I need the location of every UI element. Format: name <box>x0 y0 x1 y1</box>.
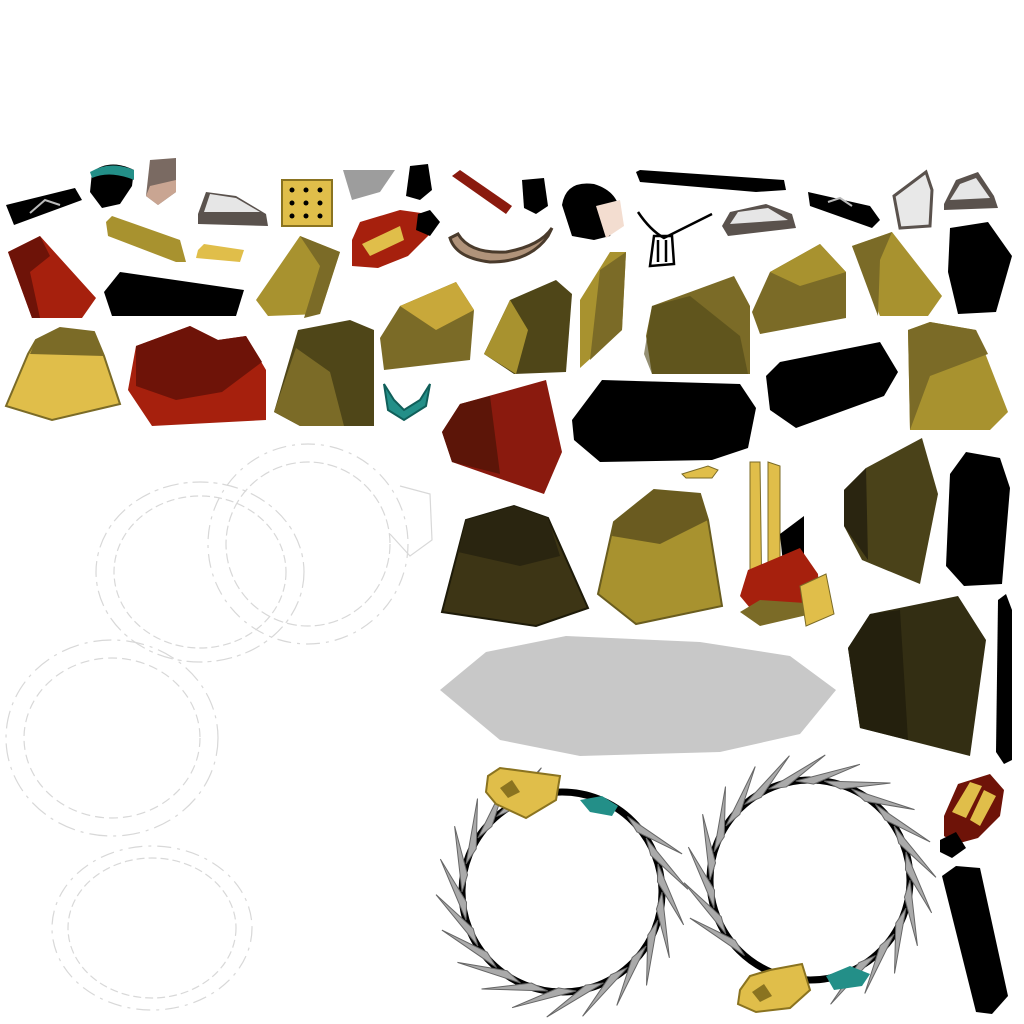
thorn-spike <box>439 858 468 921</box>
thorn-spike <box>875 804 931 843</box>
thorn-spike <box>894 907 907 974</box>
thorn-spike <box>768 754 826 790</box>
thorn-spike <box>441 929 497 968</box>
red-blade-shard <box>452 170 512 214</box>
red-slab <box>442 380 562 494</box>
olive-block <box>256 236 340 318</box>
thorn-spike <box>795 763 861 785</box>
black-gem <box>406 164 432 200</box>
thorn-spike <box>725 766 756 827</box>
bronze-mound <box>440 504 590 628</box>
thorn-spike <box>687 846 716 909</box>
sword-hilt-dark <box>6 188 82 225</box>
sandal-2 <box>722 204 796 236</box>
gold-totem <box>740 461 835 627</box>
thorn-spike <box>582 967 628 1017</box>
thorn-spike <box>656 863 685 926</box>
olive-block-2 <box>380 282 474 370</box>
thorn-spike <box>457 961 521 984</box>
thorn-ring-right <box>683 754 937 1014</box>
thorn-spike <box>546 982 604 1018</box>
olive-block-3 <box>484 280 572 374</box>
olive-block-4 <box>644 276 750 374</box>
sword-hilt-2 <box>808 192 880 228</box>
olive-sliver <box>580 252 626 368</box>
white-sock <box>892 169 934 230</box>
thorn-spike <box>645 837 689 890</box>
thorn-spike <box>627 816 683 855</box>
tied-rope <box>636 211 713 268</box>
thorn-spike <box>616 945 647 1006</box>
thorn-spike <box>689 917 745 956</box>
teal-hood <box>90 164 134 208</box>
black-bead <box>522 178 548 214</box>
black-cap <box>948 222 1012 314</box>
red-rock <box>128 326 266 426</box>
thorn-ring-outline-4 <box>51 845 253 1011</box>
black-tall-slab <box>942 866 1008 1014</box>
face-head <box>562 183 624 240</box>
thorn-spike <box>903 879 918 946</box>
gold-chip <box>681 465 719 479</box>
bronze-rock <box>848 596 986 756</box>
wrapped-bundle <box>146 158 176 205</box>
thorn-spike <box>864 933 895 994</box>
olive-block-5 <box>752 244 846 334</box>
bronze-slab <box>844 438 938 584</box>
thorn-spike <box>713 786 726 853</box>
olive-block-6 <box>852 232 942 316</box>
thorn-spike <box>744 755 790 805</box>
white-sandal <box>198 192 268 226</box>
black-bar <box>104 272 244 316</box>
thorn-spike <box>454 826 469 893</box>
black-pillar <box>946 452 1010 586</box>
red-gauntlet <box>352 210 440 268</box>
curled-fur-strip <box>448 227 554 264</box>
black-slab <box>766 342 898 428</box>
gold-grid-plate <box>281 179 333 227</box>
thorn-spike <box>646 919 659 986</box>
gold-trapezoid <box>4 326 122 422</box>
white-sandal-3 <box>944 172 998 210</box>
olive-block-7 <box>274 320 374 426</box>
thorn-spike <box>435 894 479 947</box>
red-block <box>8 236 96 318</box>
thorn-ring-outline-3 <box>5 639 219 837</box>
thorn-ring-outline-1 <box>207 443 433 645</box>
thorn-spike <box>511 987 577 1009</box>
teal-hook <box>383 383 431 422</box>
black-long-bar <box>636 170 786 192</box>
gray-scrap <box>343 170 395 200</box>
olive-block-8 <box>908 322 1008 430</box>
thorn-ring-left <box>435 766 689 1018</box>
thorn-spike <box>683 882 727 935</box>
black-rounded <box>572 380 756 462</box>
thorn-spike <box>904 851 933 914</box>
thorn-spike <box>465 798 478 865</box>
gold-mound <box>596 488 724 626</box>
thorn-spike <box>893 825 937 878</box>
thorn-spike <box>655 891 670 958</box>
thorn-spike <box>851 788 915 811</box>
thorn-spike <box>824 780 891 790</box>
thorn-spike <box>481 982 548 992</box>
red-torch <box>940 774 1004 858</box>
gold-plank <box>106 216 186 262</box>
thorn-ring-outline-2 <box>95 481 305 663</box>
gold-small-plate <box>196 244 244 262</box>
black-strip <box>996 594 1012 764</box>
thorn-spike <box>702 814 717 881</box>
gray-disc <box>440 636 836 756</box>
